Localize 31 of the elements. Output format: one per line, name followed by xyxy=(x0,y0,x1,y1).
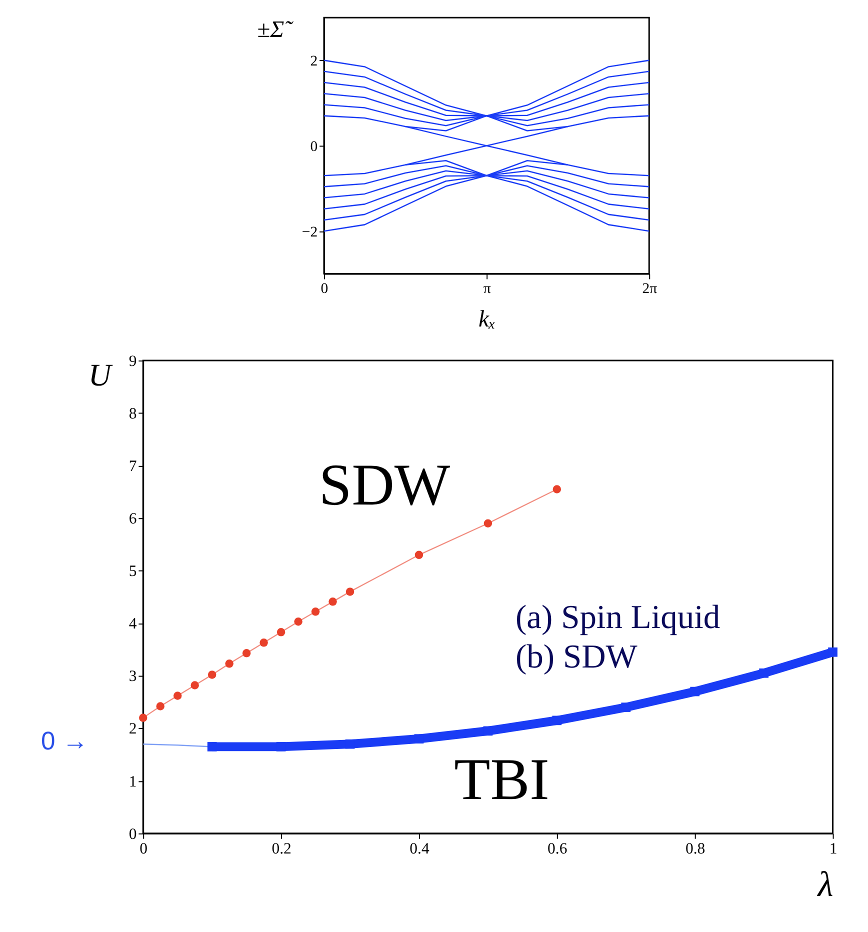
y-tick-label: 5 xyxy=(128,563,137,580)
x-tick-label: 2π xyxy=(642,281,658,297)
y-tick-label: 8 xyxy=(128,405,137,422)
x-tick-label: 0 xyxy=(320,281,328,297)
x-tick-label: π xyxy=(483,281,492,297)
y-tick-label: 2 xyxy=(310,54,318,70)
x-axis-title: λ xyxy=(816,864,834,904)
annotation: SDW xyxy=(318,451,450,518)
x-axis-title: kₓ xyxy=(478,306,496,332)
x-tick-label: 1 xyxy=(829,840,838,858)
y-tick-label: 6 xyxy=(128,510,137,528)
y-tick-label: −2 xyxy=(302,224,318,241)
annotation: (b) SDW xyxy=(516,638,638,676)
annotation: (a) Spin Liquid xyxy=(516,599,720,636)
x-tick-label: 0.4 xyxy=(410,840,430,858)
y-axis-title: U xyxy=(88,358,114,393)
text: 0 → xyxy=(40,728,88,756)
y-tick-label: 0 xyxy=(310,139,318,156)
x-tick-label: 0.8 xyxy=(685,840,706,858)
y-tick-label: 3 xyxy=(128,668,137,686)
x-tick-label: 0 xyxy=(140,840,148,858)
y-tick-label: 0 xyxy=(128,826,137,843)
y-tick-label: 1 xyxy=(128,773,137,790)
annotation: TBI xyxy=(454,746,550,812)
y-tick-label: 9 xyxy=(128,352,137,370)
y-tick-label: 4 xyxy=(128,616,137,633)
y-axis-title: ±Σ̃ xyxy=(257,16,294,43)
y-tick-label: 7 xyxy=(128,458,137,475)
y-tick-label: 2 xyxy=(128,720,137,738)
x-tick-label: 0.2 xyxy=(272,840,292,858)
x-tick-label: 0.6 xyxy=(548,840,568,858)
